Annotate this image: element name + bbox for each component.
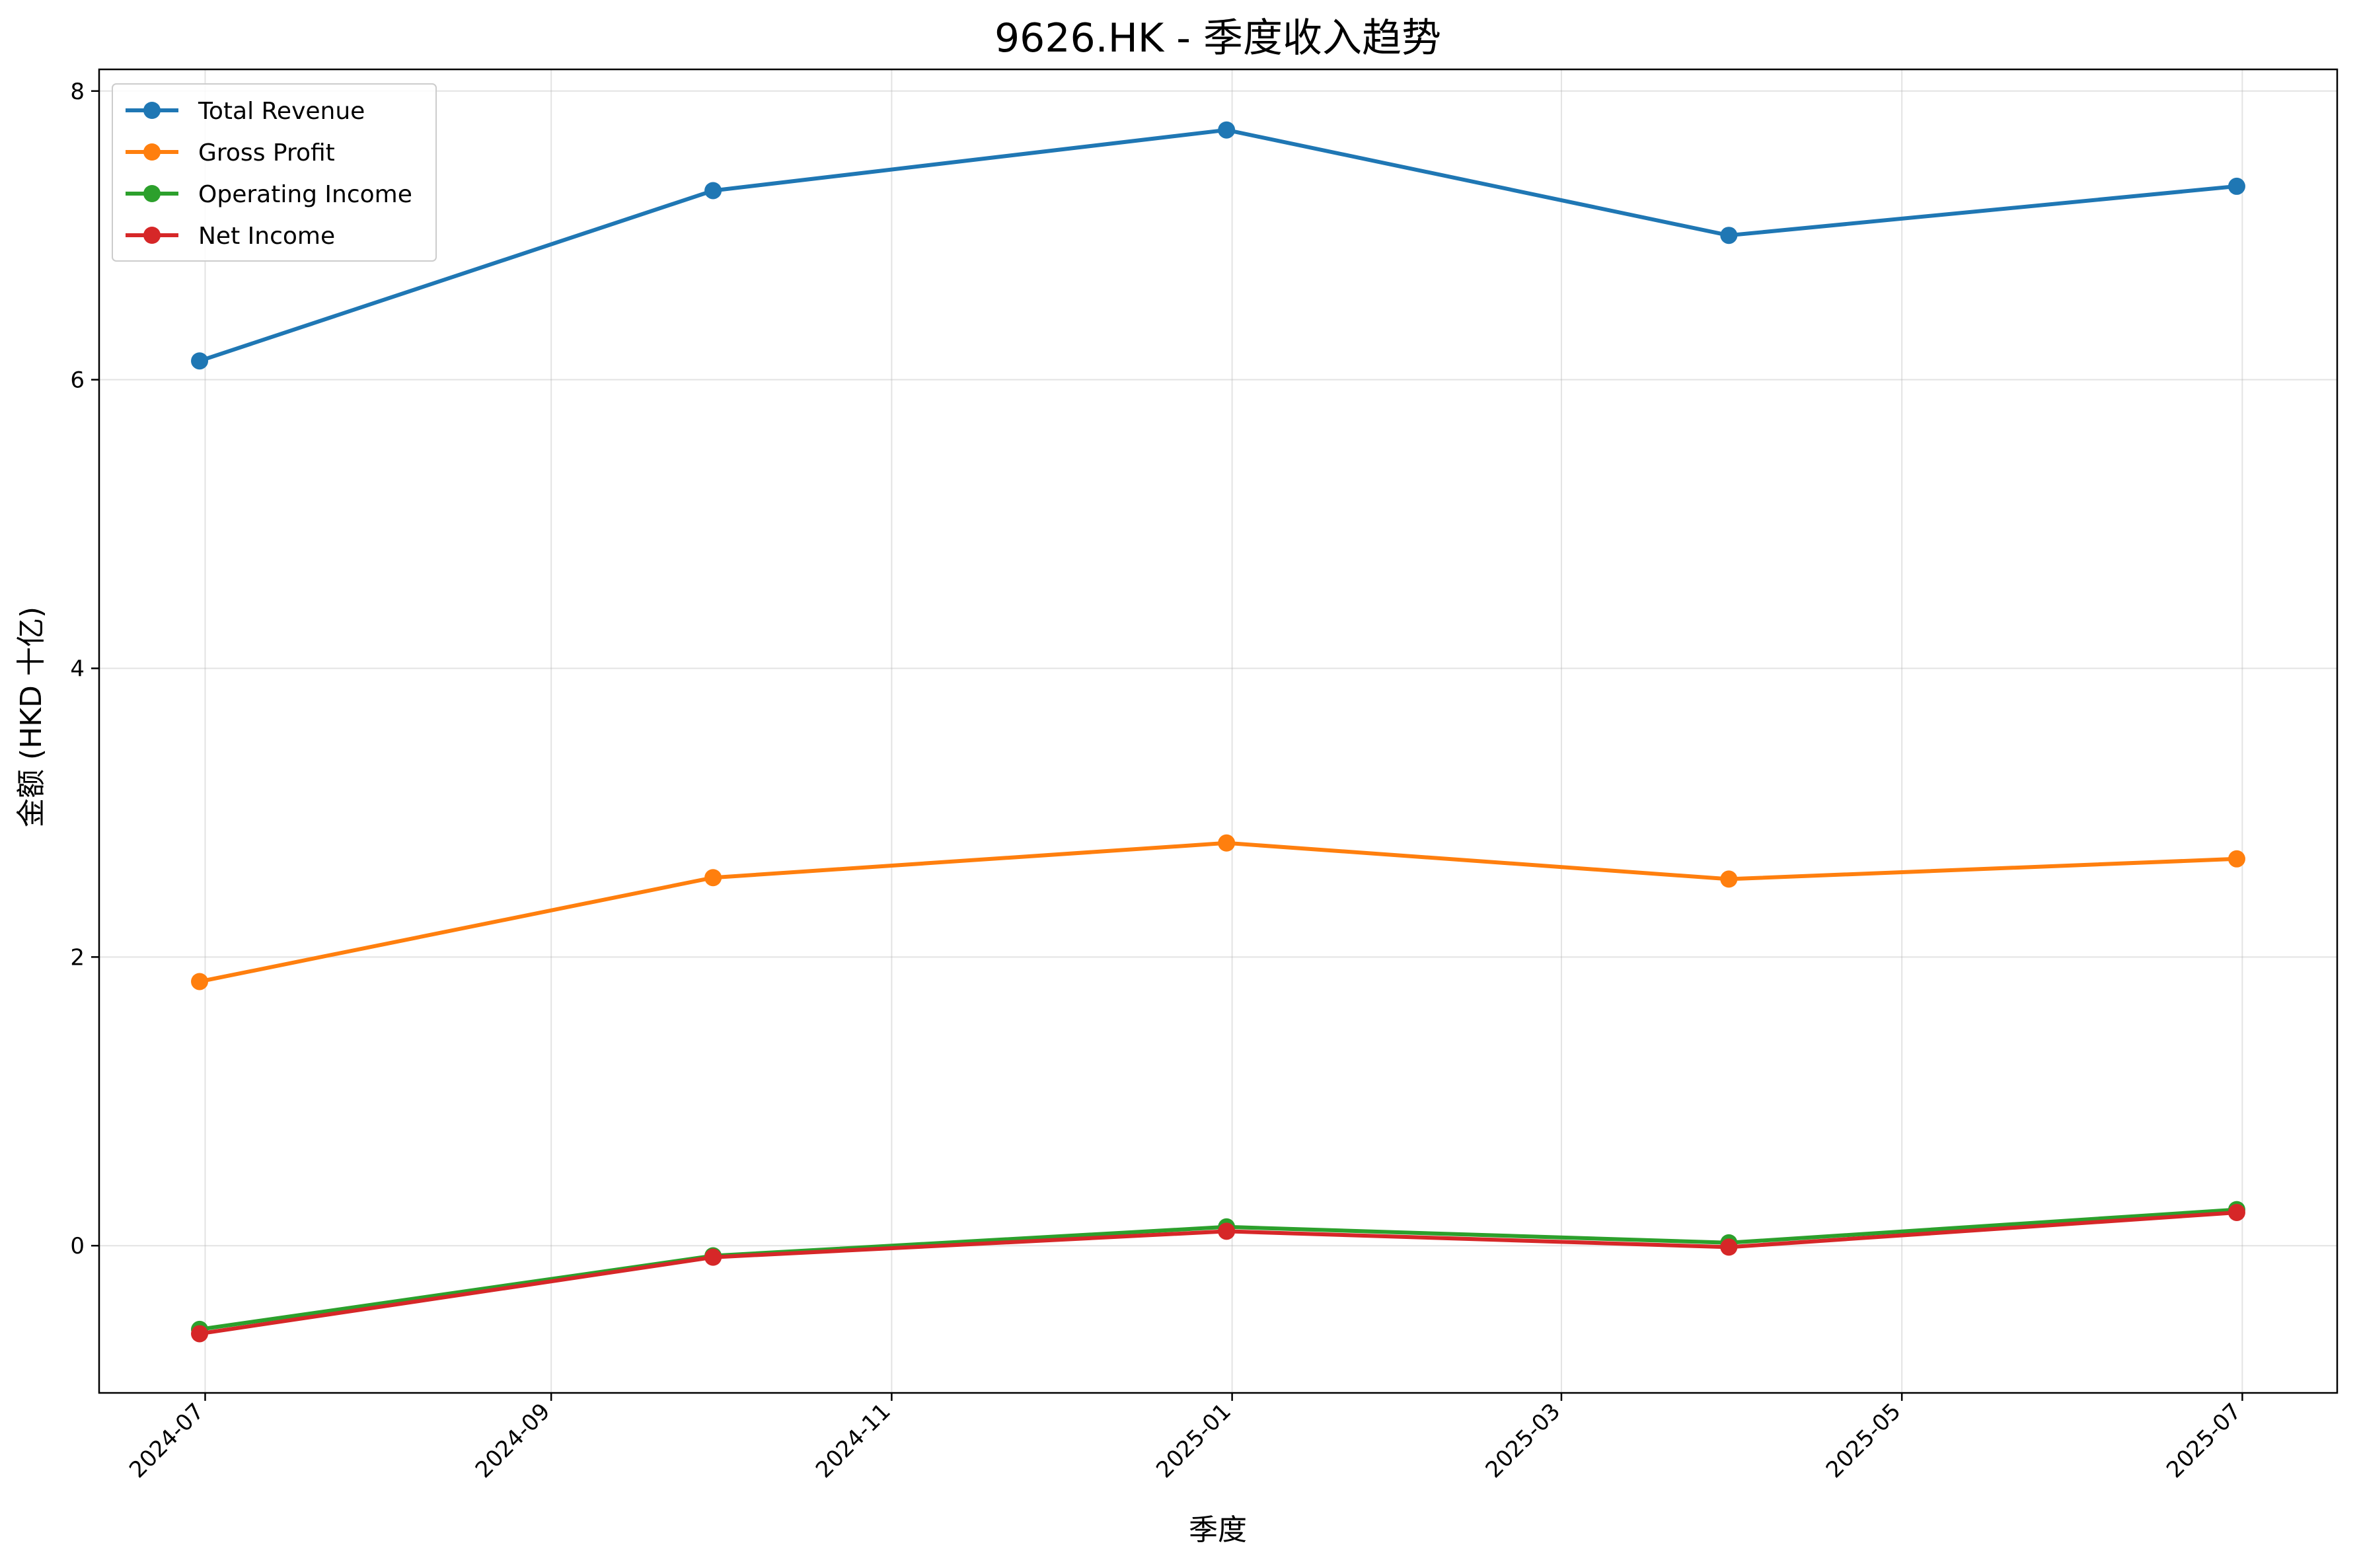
y-tick-label: 6 — [70, 367, 85, 394]
legend-marker — [143, 143, 161, 161]
data-point — [1218, 121, 1236, 139]
y-tick-label: 2 — [70, 944, 85, 971]
y-tick-label: 0 — [70, 1233, 85, 1259]
legend-label: Net Income — [198, 223, 335, 250]
data-point — [2228, 1203, 2245, 1221]
series-0 — [191, 121, 2245, 370]
y-tick-label: 8 — [70, 79, 85, 105]
legend-box — [112, 83, 437, 262]
data-point — [1218, 1222, 1236, 1240]
data-point — [1720, 870, 1738, 888]
y-axis: 0 2 4 6 8 — [70, 79, 99, 1259]
legend-label: Total Revenue — [198, 98, 365, 125]
data-point — [191, 973, 209, 990]
grid-lines — [99, 69, 2337, 1393]
series-1 — [191, 834, 2245, 990]
data-point — [1720, 227, 1738, 244]
series-layer — [191, 121, 2245, 1343]
legend-label: Gross Profit — [198, 139, 335, 167]
x-axis-title: 季度 — [1189, 1513, 1247, 1547]
y-axis-title: 金额 (HKD 十亿) — [15, 607, 48, 827]
legend-entry: Gross Profit — [126, 139, 335, 167]
legend-entry: Total Revenue — [126, 98, 365, 125]
data-point — [191, 352, 209, 370]
data-point — [704, 1248, 722, 1266]
data-point — [191, 1325, 209, 1343]
data-point — [704, 182, 722, 200]
legend-marker — [143, 102, 161, 119]
legend-marker — [143, 185, 161, 202]
series-3 — [191, 1203, 2245, 1343]
legend-entry: Net Income — [126, 223, 335, 250]
data-point — [2228, 850, 2245, 868]
data-point — [1720, 1238, 1738, 1256]
legend-marker — [143, 227, 161, 244]
data-point — [704, 869, 722, 887]
chart-title: 9626.HK - 季度收入趋势 — [994, 15, 1441, 61]
legend-entry: Operating Income — [126, 181, 412, 208]
data-point — [1218, 834, 1236, 852]
data-point — [2228, 177, 2245, 195]
legend-label: Operating Income — [198, 181, 412, 208]
y-tick-label: 4 — [70, 655, 85, 682]
legend: Total Revenue Gross Profit Operating Incom… — [112, 83, 437, 262]
plot-frame — [98, 68, 2339, 1394]
